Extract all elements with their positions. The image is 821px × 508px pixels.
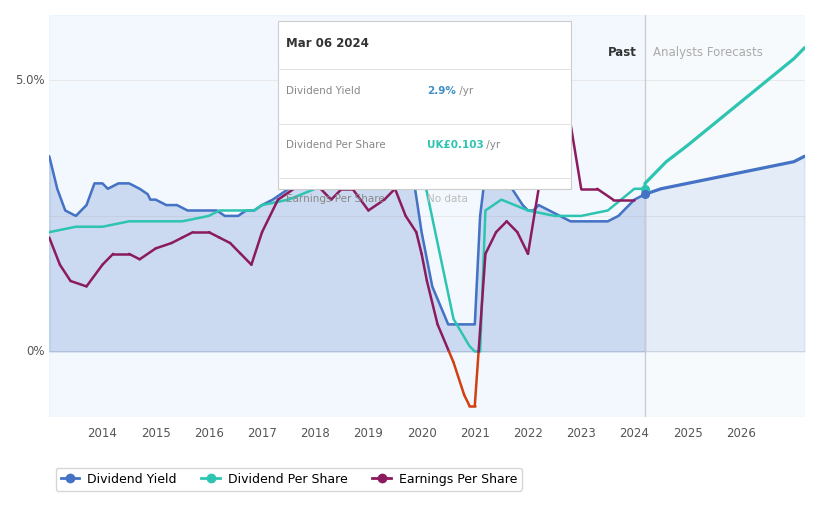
FancyBboxPatch shape — [278, 21, 571, 189]
Text: Analysts Forecasts: Analysts Forecasts — [653, 46, 763, 58]
Text: Dividend Yield: Dividend Yield — [286, 86, 360, 96]
Text: 0%: 0% — [26, 345, 45, 358]
Legend: Dividend Yield, Dividend Per Share, Earnings Per Share: Dividend Yield, Dividend Per Share, Earn… — [56, 467, 522, 491]
Text: UK£0.103: UK£0.103 — [427, 140, 484, 150]
Text: Earnings Per Share: Earnings Per Share — [286, 194, 385, 204]
Text: Mar 06 2024: Mar 06 2024 — [286, 37, 369, 50]
Text: Past: Past — [608, 46, 637, 58]
Text: No data: No data — [427, 194, 468, 204]
Bar — [49, 15, 645, 417]
Text: /yr: /yr — [483, 140, 500, 150]
Text: 5.0%: 5.0% — [16, 74, 45, 87]
Text: Dividend Per Share: Dividend Per Share — [286, 140, 386, 150]
Bar — [645, 15, 805, 417]
Text: 2.9%: 2.9% — [427, 86, 456, 96]
Text: /yr: /yr — [456, 86, 474, 96]
